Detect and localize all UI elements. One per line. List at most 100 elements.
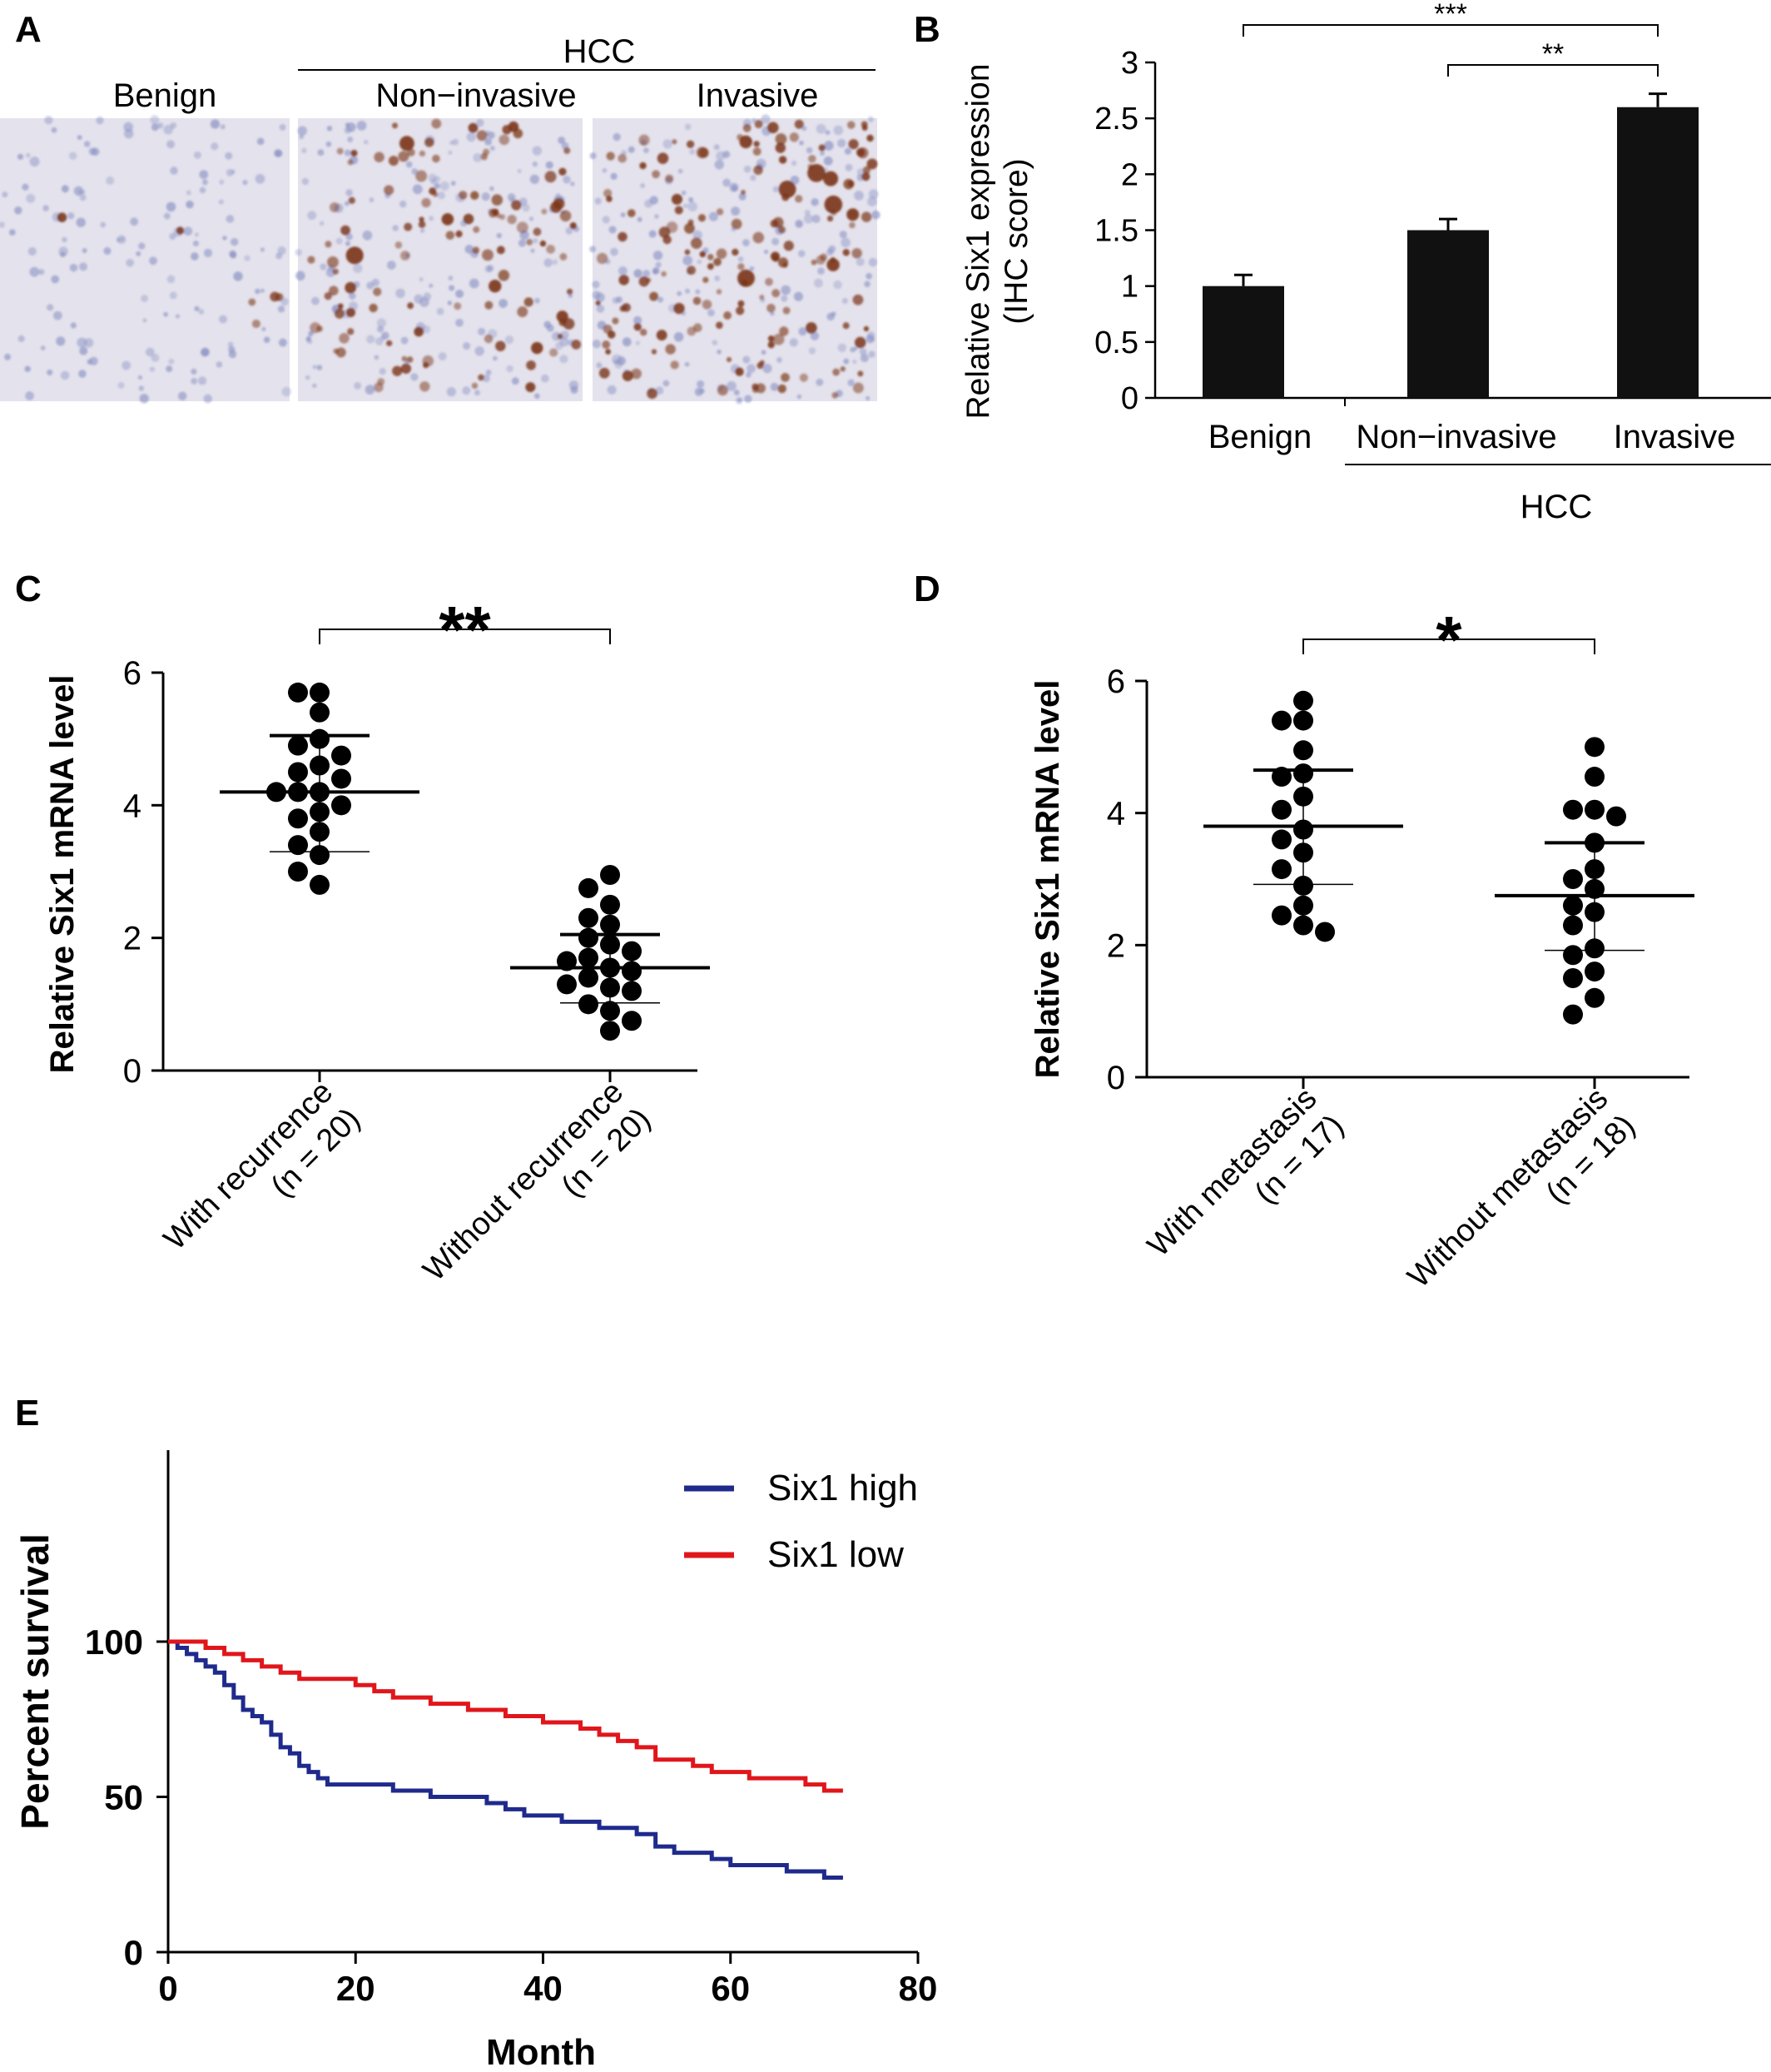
hematoxylin-nucleus — [559, 355, 568, 364]
dab-stained-nucleus — [369, 303, 378, 313]
dab-stained-nucleus — [419, 150, 426, 157]
dab-stained-nucleus — [756, 383, 766, 394]
hematoxylin-nucleus — [279, 123, 286, 131]
hematoxylin-nucleus — [852, 359, 857, 365]
hematoxylin-nucleus — [233, 271, 243, 281]
panel-c-data-point — [622, 941, 642, 961]
hematoxylin-nucleus — [78, 262, 88, 271]
dab-stained-nucleus — [248, 298, 256, 306]
hematoxylin-nucleus — [731, 206, 741, 216]
panel-c-data-point — [288, 835, 308, 856]
hematoxylin-nucleus — [83, 141, 91, 147]
dab-stained-nucleus — [697, 214, 707, 222]
hematoxylin-nucleus — [555, 341, 563, 350]
dab-stained-nucleus — [842, 322, 850, 330]
dab-stained-nucleus — [656, 330, 667, 341]
hematoxylin-nucleus — [762, 364, 772, 374]
dab-stained-nucleus — [692, 296, 702, 306]
hematoxylin-nucleus — [684, 123, 692, 131]
hematoxylin-nucleus — [613, 132, 621, 142]
hematoxylin-nucleus — [448, 150, 453, 155]
dab-stained-nucleus — [612, 317, 619, 325]
hematoxylin-nucleus — [446, 387, 456, 397]
hematoxylin-nucleus — [602, 168, 608, 173]
hematoxylin-nucleus — [833, 280, 842, 290]
hematoxylin-nucleus — [737, 397, 742, 403]
dab-stained-nucleus — [652, 170, 660, 179]
hematoxylin-nucleus — [348, 292, 356, 300]
panel-d-data-point — [1585, 987, 1605, 1008]
hematoxylin-nucleus — [26, 193, 36, 203]
dab-stained-nucleus — [559, 252, 568, 261]
hematoxylin-nucleus — [652, 251, 663, 261]
hematoxylin-nucleus — [732, 185, 738, 191]
hematoxylin-nucleus — [799, 140, 804, 146]
legend-label-six1-high: Six1 high — [767, 1468, 918, 1508]
dab-stained-nucleus — [398, 151, 409, 162]
panel-c-data-point — [578, 947, 598, 968]
hematoxylin-nucleus — [168, 358, 175, 365]
panel-d-scatter: Relative Six1 mRNA level 0 2 4 6 With metast… — [1029, 603, 1694, 1294]
hematoxylin-nucleus — [277, 246, 286, 256]
hematoxylin-nucleus — [673, 331, 684, 342]
hematoxylin-nucleus — [817, 267, 825, 275]
hematoxylin-nucleus — [376, 318, 387, 328]
hematoxylin-nucleus — [62, 236, 67, 243]
hematoxylin-nucleus — [742, 355, 751, 364]
hematoxylin-nucleus — [365, 385, 375, 395]
hematoxylin-nucleus — [643, 147, 649, 154]
hematoxylin-nucleus — [570, 181, 575, 186]
hematoxylin-nucleus — [47, 369, 53, 375]
dab-stained-nucleus — [606, 152, 615, 161]
hematoxylin-nucleus — [476, 118, 484, 127]
panel-d-data-point — [1272, 905, 1292, 926]
dab-stained-nucleus — [345, 281, 356, 294]
hematoxylin-nucleus — [761, 350, 766, 355]
hematoxylin-nucleus — [79, 346, 88, 355]
dab-stained-nucleus — [736, 306, 745, 316]
dab-stained-nucleus — [723, 311, 732, 320]
dab-stained-nucleus — [702, 299, 712, 310]
panel-c-data-point — [288, 808, 308, 829]
dab-stained-nucleus — [404, 222, 413, 231]
hematoxylin-nucleus — [563, 176, 571, 184]
panel-c-y-tick-label: 2 — [123, 921, 141, 957]
hematoxylin-nucleus — [405, 161, 413, 168]
hematoxylin-nucleus — [230, 251, 237, 259]
hematoxylin-nucleus — [543, 320, 552, 329]
hematoxylin-nucleus — [750, 175, 757, 181]
dab-stained-nucleus — [307, 256, 315, 264]
dab-stained-nucleus — [627, 209, 636, 217]
hematoxylin-nucleus — [356, 121, 367, 131]
dab-stained-nucleus — [811, 259, 817, 266]
hematoxylin-nucleus — [67, 212, 75, 220]
hematoxylin-nucleus — [141, 294, 149, 302]
hematoxylin-nucleus — [363, 139, 369, 145]
dab-stained-nucleus — [732, 248, 739, 256]
hematoxylin-nucleus — [51, 127, 57, 133]
hematoxylin-nucleus — [149, 256, 157, 266]
dab-stained-nucleus — [665, 174, 674, 183]
hematoxylin-nucleus — [203, 394, 212, 404]
hematoxylin-nucleus — [798, 327, 807, 336]
dab-stained-nucleus — [605, 349, 611, 355]
panel-e-x-tick-label: 80 — [899, 1969, 938, 2008]
dab-stained-nucleus — [414, 326, 424, 337]
dab-stained-nucleus — [851, 248, 862, 259]
dab-stained-nucleus — [861, 125, 868, 132]
panel-c-data-point — [331, 745, 351, 766]
hematoxylin-nucleus — [138, 385, 145, 391]
hematoxylin-nucleus — [682, 203, 688, 209]
hematoxylin-nucleus — [499, 299, 508, 308]
hematoxylin-nucleus — [130, 217, 139, 226]
hematoxylin-nucleus — [51, 275, 60, 284]
dab-stained-nucleus — [713, 257, 722, 266]
dab-stained-nucleus — [631, 368, 642, 380]
panel-b-y-tick-label: 2 — [1121, 157, 1138, 192]
hematoxylin-nucleus — [24, 365, 31, 373]
dab-stained-nucleus — [832, 368, 841, 376]
panel-c-data-point — [288, 762, 308, 783]
dab-stained-nucleus — [818, 144, 826, 152]
panel-c-data-point — [288, 735, 308, 756]
hematoxylin-nucleus — [345, 189, 353, 196]
